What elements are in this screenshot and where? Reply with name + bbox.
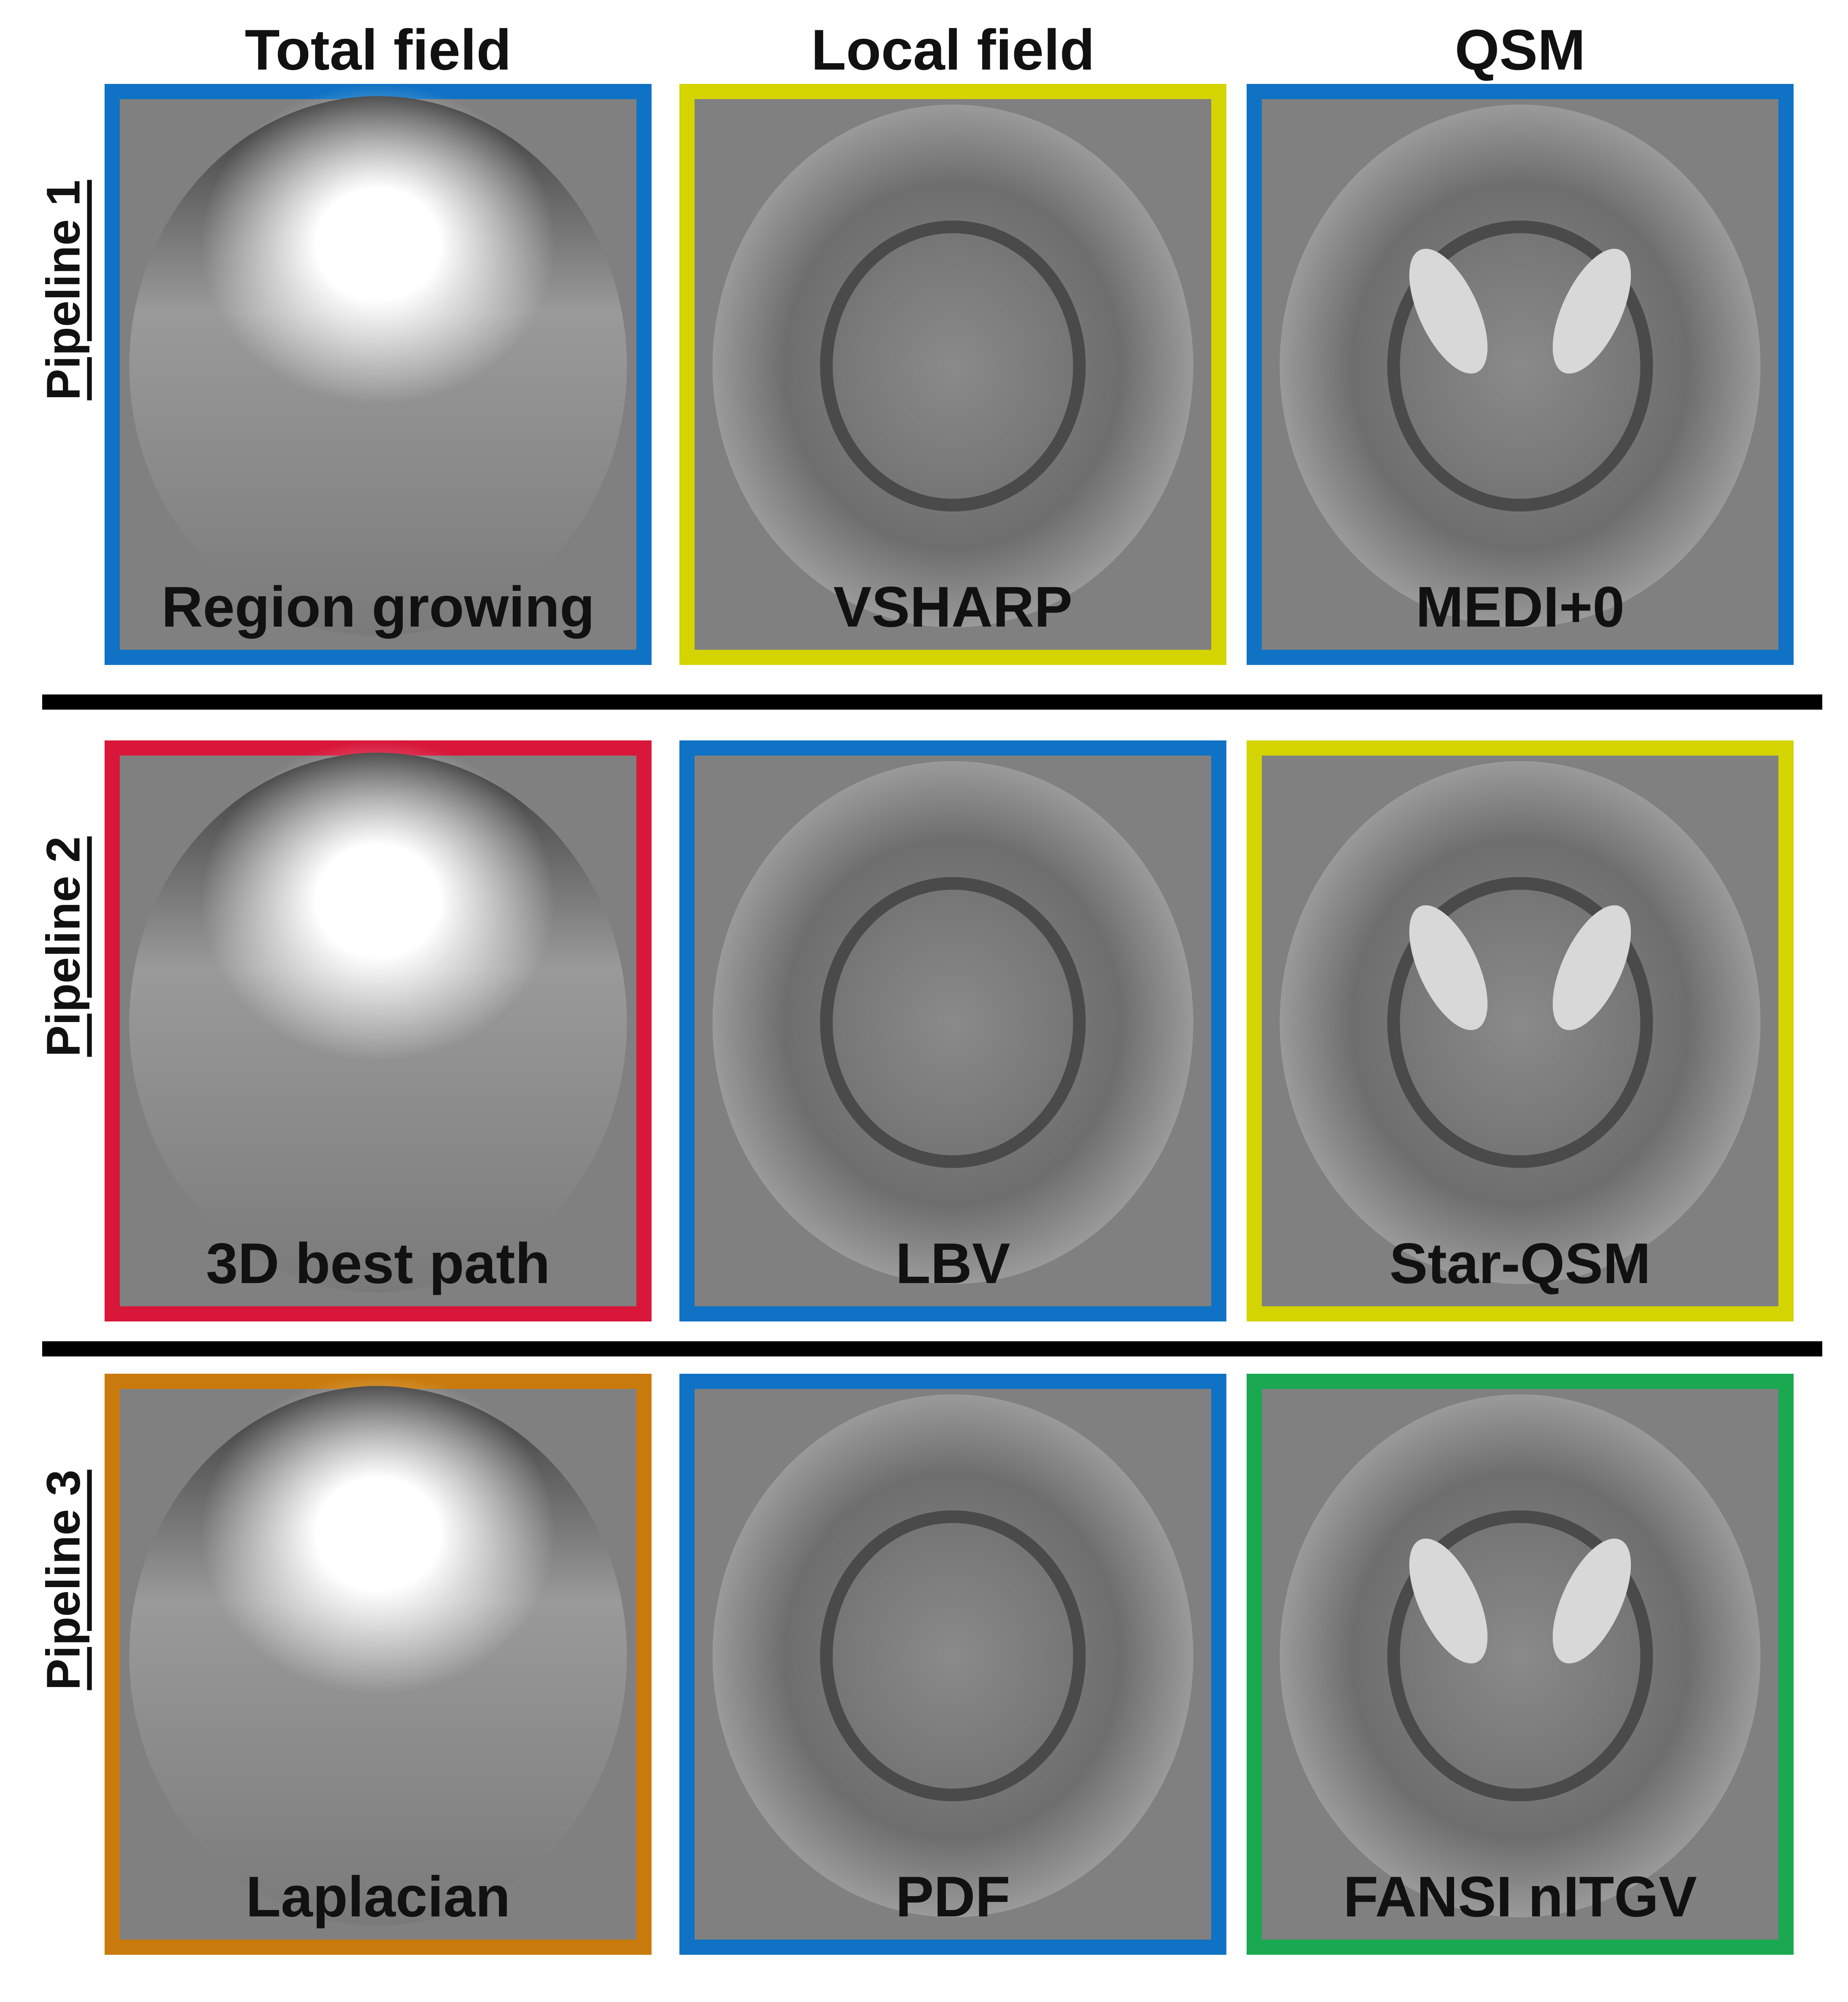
brain-slice [1280,105,1761,627]
brain-core [1387,221,1653,511]
brain-core [820,877,1086,1168]
panel-label: Region growing [162,575,595,639]
panel-label: LBV [896,1231,1010,1295]
separator [42,1341,1822,1356]
field-blob [201,740,555,1061]
putamen [1409,905,1488,1030]
putamen [1409,1539,1488,1663]
brain-slice [712,105,1193,627]
separator [42,694,1822,710]
row-label: Pipeline 1 [37,180,90,401]
row-label: Pipeline 2 [37,837,90,1057]
brain-core [820,221,1086,511]
column-header: Local field [811,18,1095,82]
panel-label: Star-QSM [1390,1231,1651,1295]
brain-core [1387,1510,1653,1801]
panel-label: PDF [896,1865,1010,1929]
putamen [1552,249,1631,374]
brain-core [820,1510,1086,1801]
field-blob [201,84,555,404]
panel-label: 3D best path [206,1231,550,1295]
panel-label: Laplacian [246,1865,510,1929]
panel-label: VSHARP [833,575,1072,639]
brain-slice [712,761,1193,1284]
panel-label: FANSI nITGV [1343,1865,1697,1929]
brain-slice [1280,761,1761,1284]
column-header: Total field [245,18,511,82]
brain-slice [1280,1394,1761,1917]
row-label: Pipeline 3 [37,1470,90,1690]
panel-label: MEDI+0 [1416,575,1624,639]
putamen [1552,905,1631,1030]
column-header: QSM [1455,18,1586,82]
brain-slice [712,1394,1193,1917]
putamen [1409,249,1488,374]
field-blob [201,1374,555,1694]
brain-core [1387,877,1653,1168]
putamen [1552,1539,1631,1663]
